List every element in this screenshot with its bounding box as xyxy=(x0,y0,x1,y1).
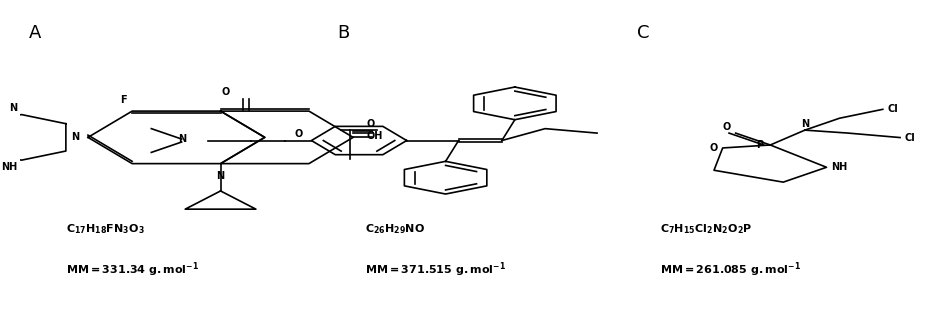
Text: $\mathbf{C_7H_{15}Cl_2N_2O_2P}$: $\mathbf{C_7H_{15}Cl_2N_2O_2P}$ xyxy=(659,222,752,236)
Text: N: N xyxy=(8,103,17,113)
Text: NH: NH xyxy=(831,162,848,172)
Text: $\mathbf{MM = 371.515\ g.mol^{-1}}$: $\mathbf{MM = 371.515\ g.mol^{-1}}$ xyxy=(365,261,506,279)
Text: P: P xyxy=(755,140,763,150)
Text: NH: NH xyxy=(1,162,17,172)
Text: Cl: Cl xyxy=(904,133,916,143)
Text: $\mathbf{C_{26}H_{29}NO}$: $\mathbf{C_{26}H_{29}NO}$ xyxy=(365,222,425,236)
Text: O: O xyxy=(367,119,375,130)
Text: O: O xyxy=(710,143,718,153)
Text: OH: OH xyxy=(367,131,383,141)
Text: A: A xyxy=(29,24,41,41)
Text: N: N xyxy=(217,171,224,181)
Text: $\mathbf{C_{17}H_{18}FN_3O_3}$: $\mathbf{C_{17}H_{18}FN_3O_3}$ xyxy=(66,222,145,236)
Text: O: O xyxy=(294,129,302,139)
Text: F: F xyxy=(120,95,126,105)
Text: $\mathbf{MM = 331.34\ g.mol^{-1}}$: $\mathbf{MM = 331.34\ g.mol^{-1}}$ xyxy=(66,261,199,279)
Text: N: N xyxy=(71,132,79,142)
Text: C: C xyxy=(637,24,649,41)
Text: Cl: Cl xyxy=(887,104,898,114)
Text: B: B xyxy=(337,24,349,41)
Text: N: N xyxy=(178,134,186,144)
Text: N: N xyxy=(801,119,809,129)
Text: O: O xyxy=(221,87,229,97)
Text: $\mathbf{MM = 261.085\ g.mol^{-1}}$: $\mathbf{MM = 261.085\ g.mol^{-1}}$ xyxy=(659,261,801,279)
Text: O: O xyxy=(723,122,731,131)
